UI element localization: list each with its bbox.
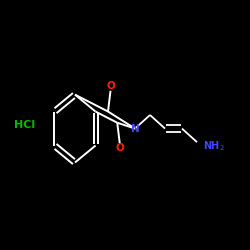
Text: HCl: HCl [14,120,36,130]
Text: N: N [130,124,140,134]
Text: NH$_2$: NH$_2$ [203,139,225,152]
Text: O: O [116,143,124,153]
Text: O: O [106,81,115,91]
